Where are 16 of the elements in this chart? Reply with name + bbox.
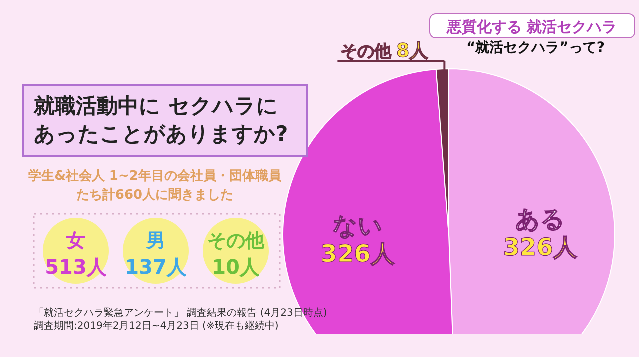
slice-label: ある	[515, 205, 566, 234]
slice-label: その他	[340, 42, 393, 62]
text: 就職活動中に セクハラにあったことがありますか?	[22, 84, 308, 157]
text: 「就活セクハラ緊急アンケート」 調査結果の報告 (4月23日時点)	[34, 307, 328, 319]
text: 学生&社会人 1~2年目の会社員・団体職員たち計660人に聞きました	[28, 168, 282, 205]
data-label: 326人	[503, 233, 578, 262]
data-label: 326人	[320, 240, 396, 268]
text: 10人	[212, 255, 261, 279]
text: 悪質化する 就活セクハラ	[446, 18, 618, 36]
text: “就活セクハラ”って?	[466, 40, 605, 56]
text: その他	[208, 230, 266, 252]
slice-label: ない	[332, 212, 383, 240]
text: 男	[146, 230, 166, 252]
data-label: 8人	[396, 40, 430, 62]
text: 女	[66, 230, 86, 252]
text: 調査期間:2019年2月12日~4月23日 (※現在も継続中)	[34, 320, 279, 332]
